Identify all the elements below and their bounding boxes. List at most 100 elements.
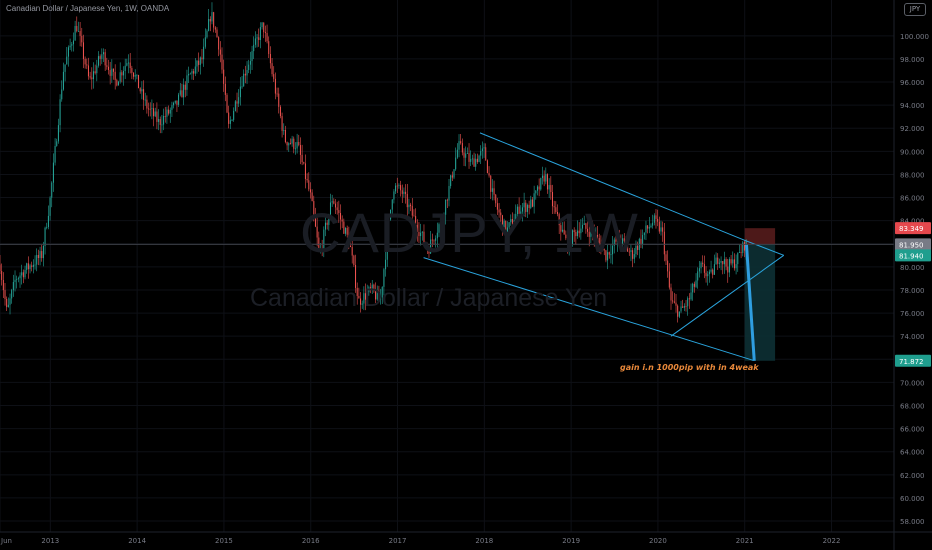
candle-body: [91, 77, 93, 80]
candle-body: [19, 275, 21, 279]
candle-body: [655, 215, 657, 219]
candle-body: [296, 142, 298, 149]
candle-body: [578, 230, 580, 234]
candle-body: [209, 18, 211, 22]
stop-price-label: 83.349: [899, 225, 924, 233]
candle-body: [670, 287, 672, 301]
candle-body: [66, 56, 68, 65]
candle-body: [615, 239, 617, 242]
candle-body: [505, 220, 507, 236]
candle-body: [271, 63, 273, 75]
candle-body: [667, 260, 669, 272]
x-tick-label: 2016: [302, 537, 320, 545]
candle-body: [607, 252, 609, 261]
candle-body: [289, 143, 291, 145]
candle-body: [52, 162, 54, 183]
candle-body: [301, 154, 303, 163]
candle-body: [495, 194, 497, 204]
candle-body: [203, 46, 205, 60]
candle-body: [112, 68, 115, 72]
candle-body: [123, 71, 125, 76]
candle-body: [610, 254, 612, 256]
candle-body: [413, 215, 415, 217]
candle-body: [478, 155, 480, 162]
candle-body: [742, 242, 744, 254]
annotation-text[interactable]: gain i.n 1000pip with in 4weak: [620, 363, 759, 372]
currency-badge[interactable]: JPY: [904, 3, 926, 16]
candle-body: [9, 298, 11, 305]
candle-body: [520, 211, 522, 216]
candle-body: [169, 109, 171, 114]
candle-body: [348, 234, 350, 246]
candle-body: [148, 108, 150, 110]
candle-body: [128, 62, 130, 64]
y-tick-label: 62.000: [900, 472, 925, 480]
candle-body: [7, 304, 9, 308]
candle-body: [598, 238, 600, 244]
upper-channel-line: [479, 132, 745, 241]
candle-body: [231, 119, 233, 121]
candle-body: [324, 222, 327, 230]
candles: [0, 2, 747, 323]
candle-body: [678, 311, 680, 317]
candle-body: [153, 108, 155, 117]
candle-body: [341, 219, 343, 222]
candle-body: [51, 182, 53, 198]
candle-body: [663, 231, 665, 255]
symbol-title[interactable]: Canadian Dollar / Japanese Yen, 1W, OAND…: [6, 4, 170, 13]
candle-body: [550, 185, 552, 193]
candle-body: [21, 272, 23, 276]
candle-body: [181, 90, 183, 98]
candle-body: [585, 223, 587, 229]
candle-body: [652, 222, 654, 226]
candle-body: [551, 192, 554, 207]
candle-body: [168, 109, 170, 114]
candle-body: [0, 264, 1, 272]
candle-body: [339, 213, 342, 220]
candle-body: [508, 222, 510, 228]
candle-body: [668, 271, 670, 288]
candle-body: [151, 108, 153, 110]
candle-body: [64, 64, 66, 72]
candle-body: [274, 78, 276, 94]
candle-body: [104, 52, 106, 66]
candle-body: [92, 71, 94, 80]
candle-body: [503, 220, 505, 229]
candle-body: [683, 306, 685, 308]
candle-body: [47, 215, 49, 228]
candle-body: [159, 119, 161, 125]
x-tick-label: Jun: [0, 537, 12, 545]
candle-body: [228, 112, 230, 124]
lower-channel-line: [423, 257, 754, 361]
candle-body: [42, 245, 44, 259]
candle-body: [573, 230, 575, 233]
candle-body: [61, 89, 63, 100]
candle-body: [281, 116, 283, 131]
y-tick-label: 94.000: [900, 102, 925, 110]
candle-body: [163, 115, 165, 125]
candle-body: [445, 199, 447, 215]
candle-body: [121, 72, 123, 76]
candle-body: [458, 141, 460, 150]
candle-body: [612, 245, 614, 255]
candle-body: [236, 101, 238, 104]
candle-body: [513, 220, 515, 225]
candle-body: [448, 186, 450, 201]
drawing-lines[interactable]: [0, 132, 894, 361]
candle-body: [31, 265, 33, 267]
candle-body: [435, 238, 437, 241]
candle-body: [582, 224, 584, 229]
candle-body: [480, 151, 482, 156]
candle-body: [540, 178, 542, 190]
candle-body: [29, 265, 31, 270]
candle-body: [97, 56, 99, 66]
y-tick-label: 60.000: [900, 495, 925, 503]
candle-body: [283, 129, 285, 131]
candle-body: [396, 185, 398, 187]
candle-body: [637, 245, 639, 250]
candle-body: [204, 37, 206, 47]
candle-body: [518, 206, 520, 216]
